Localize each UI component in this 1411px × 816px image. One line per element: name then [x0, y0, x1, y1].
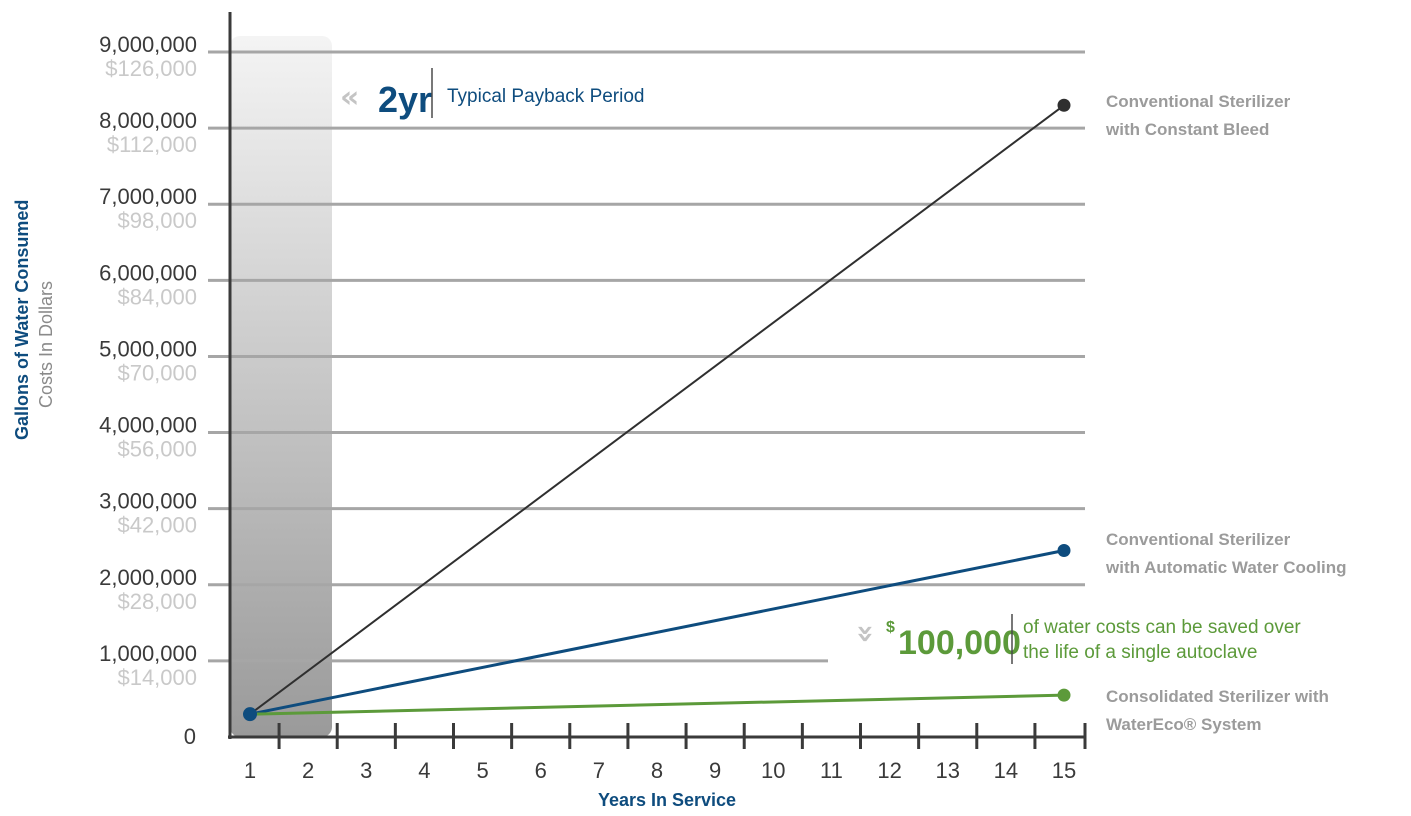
- series-labels: Conventional Sterilizer with Constant Ble…: [1105, 92, 1347, 734]
- x-tick-label: 1: [244, 758, 256, 783]
- x-tick-label: 8: [651, 758, 663, 783]
- series-line: [249, 549, 1065, 716]
- series-label-line: Consolidated Sterilizer with: [1106, 687, 1329, 706]
- double-chevron-left-icon: «: [340, 80, 359, 115]
- x-tick-label: 2: [302, 758, 314, 783]
- savings-text-line-1: of water costs can be saved over: [1023, 617, 1301, 638]
- x-tick-labels: 1 2 3 4 5 6 7 8 9 10 11 12 13 14 15: [244, 758, 1076, 783]
- y-tick-label: 4,000,000: [99, 413, 197, 438]
- y-tick-label: 9,000,000: [99, 32, 197, 57]
- y-tick-labels: 0 1,000,000$14,000 2,000,000$28,000 3,000,0…: [99, 32, 197, 749]
- x-tick-label: 10: [761, 758, 785, 783]
- x-tick-label: 7: [593, 758, 605, 783]
- x-tick-label: 13: [935, 758, 959, 783]
- x-tick-label: 11: [820, 758, 843, 783]
- y-tick-label: 3,000,000: [99, 489, 197, 514]
- y-tick-label: 1,000,000: [99, 641, 197, 666]
- x-tick-label: 4: [418, 758, 430, 783]
- payback-text: Typical Payback Period: [447, 86, 645, 107]
- x-tick-label: 5: [476, 758, 488, 783]
- x-axis-title: Years In Service: [598, 790, 736, 810]
- y-tick-label: 6,000,000: [99, 260, 197, 285]
- savings-value: 100,000: [898, 624, 1021, 662]
- y-tick-cost-label: $14,000: [117, 665, 197, 690]
- payback-annotation: « 2yr Typical Payback Period: [340, 68, 645, 120]
- y-tick-cost-label: $70,000: [117, 360, 197, 385]
- savings-text-line-2: the life of a single autoclave: [1023, 642, 1258, 663]
- y-tick-cost-label: $42,000: [117, 513, 197, 538]
- grid-lines: [208, 50, 1085, 663]
- series-label-line: with Automatic Water Cooling: [1105, 558, 1347, 577]
- y-tick-cost-label: $98,000: [117, 208, 197, 233]
- y-tick-label: 5,000,000: [99, 336, 197, 361]
- payback-period-band: [230, 36, 332, 737]
- series-end-point: [1057, 688, 1071, 702]
- y-tick-cost-label: $126,000: [105, 56, 197, 81]
- y-tick-label: 2,000,000: [99, 565, 197, 590]
- x-tick-label: 9: [709, 758, 721, 783]
- series-end-point: [1057, 544, 1071, 558]
- y-tick-cost-label: $84,000: [117, 284, 197, 309]
- axes: [228, 12, 1087, 749]
- series-line: [249, 693, 1065, 716]
- double-chevron-down-icon: »: [848, 624, 883, 643]
- series-start-point: [243, 707, 257, 722]
- x-tick-label: 6: [535, 758, 547, 783]
- x-tick-label: 14: [994, 758, 1018, 783]
- series-label-line: WaterEco® System: [1106, 715, 1262, 734]
- y-tick-cost-label: $56,000: [117, 437, 197, 462]
- y-axis-title: Gallons of Water Consumed: [12, 200, 32, 440]
- x-tick-label: 12: [877, 758, 901, 783]
- series-label-line: Conventional Sterilizer: [1106, 92, 1291, 111]
- payback-value: 2yr: [378, 79, 432, 120]
- series-end-point: [1057, 98, 1071, 112]
- x-tick-label: 15: [1052, 758, 1076, 783]
- y-tick-cost-label: $112,000: [107, 132, 197, 157]
- y-tick-label: 7,000,000: [99, 184, 197, 209]
- y-axis-secondary-title: Costs In Dollars: [36, 281, 56, 408]
- y-tick-label: 8,000,000: [99, 108, 197, 133]
- savings-annotation: » $ 100,000 of water costs can be saved …: [848, 614, 1301, 664]
- y-tick-label: 0: [184, 724, 196, 749]
- y-tick-cost-label: $28,000: [117, 589, 197, 614]
- x-tick-label: 3: [360, 758, 372, 783]
- series-label-line: with Constant Bleed: [1105, 120, 1269, 139]
- series-line: [249, 104, 1065, 715]
- savings-currency: $: [886, 619, 895, 636]
- series-label-line: Conventional Sterilizer: [1106, 530, 1291, 549]
- series-lines: [243, 98, 1071, 722]
